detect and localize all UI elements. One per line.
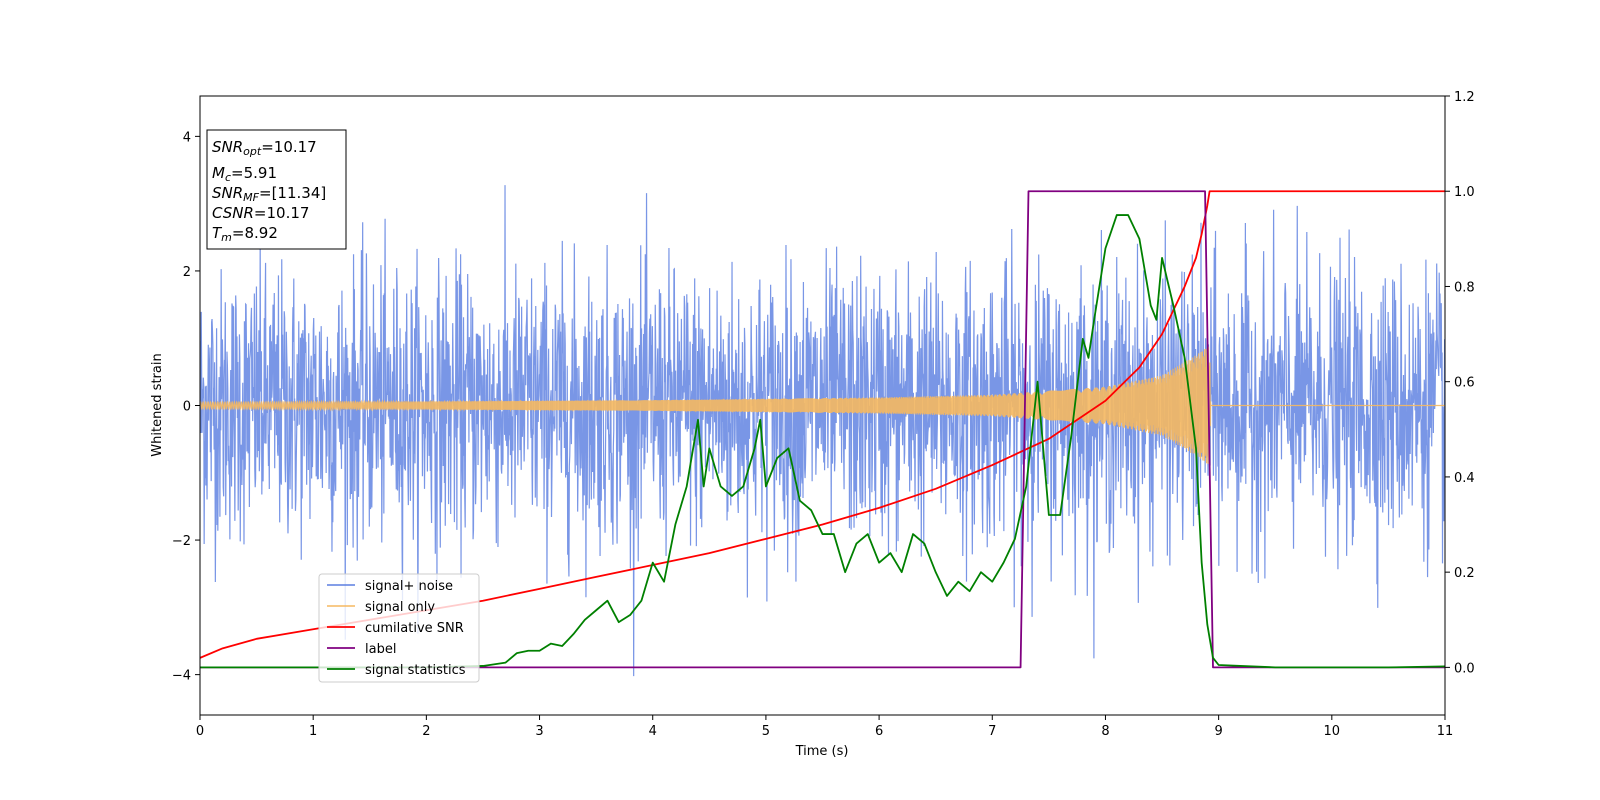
y2-tick-label: 1.2: [1454, 90, 1475, 105]
legend-label-cumulative-snr: cumilative SNR: [365, 621, 464, 636]
y2-tick-label: 0.2: [1454, 566, 1475, 581]
y2-tick-label: 0.8: [1454, 280, 1475, 295]
x-tick-label: 0: [196, 724, 204, 739]
legend-entry-signal-statistics: signal statistics: [327, 663, 466, 678]
series-signal-statistics: [200, 214, 1445, 669]
legend-label-signal-only: signal only: [365, 600, 435, 615]
annotation-box: SNRopt=10.17 Mc=5.91 SNRMF=[11.34] CSNR=…: [206, 129, 347, 250]
x-tick-label: 10: [1324, 724, 1341, 739]
y2-tick-label: 0.0: [1454, 661, 1475, 676]
legend-entry-cumulative-snr: cumilative SNR: [327, 621, 464, 636]
x-tick-label: 5: [762, 724, 770, 739]
x-tick-label: 8: [1101, 724, 1109, 739]
x-tick-label: 11: [1437, 724, 1454, 739]
annotation-csnr: CSNR=10.17: [212, 204, 309, 222]
legend-entry-signal-only: signal only: [327, 600, 435, 615]
legend-label-signal-statistics: signal statistics: [365, 663, 466, 678]
y-tick-label: 2: [183, 265, 191, 280]
legend-entry-signal-noise: signal+ noise: [327, 579, 453, 594]
x-axis-label: Time (s): [795, 744, 849, 759]
y-tick-label: 0: [183, 400, 191, 415]
y-axis-label: Whitened strain: [150, 353, 165, 456]
x-tick-label: 4: [649, 724, 657, 739]
x-tick-label: 9: [1214, 724, 1222, 739]
annotation-tm: Tm=8.92: [212, 224, 278, 244]
x-tick-label: 2: [422, 724, 430, 739]
y-tick-label: −4: [172, 669, 191, 684]
annotation-snr-mf: SNRMF=[11.34]: [212, 184, 326, 204]
legend-frame: [318, 573, 480, 683]
series-label: [200, 190, 1445, 669]
x-axis-ticks: 0 1 2 3 4 5 6 7 8 9 10 11: [196, 715, 1453, 739]
legend-entry-label: label: [327, 642, 396, 657]
legend: signal+ noise signal only cumilative SNR…: [318, 573, 480, 683]
x-tick-label: 1: [309, 724, 317, 739]
legend-label-signal-noise: signal+ noise: [365, 579, 453, 594]
y2-tick-label: 1.0: [1454, 185, 1475, 200]
y-axis-ticks: −4 −2 0 2 4: [172, 130, 200, 684]
x-tick-label: 6: [875, 724, 883, 739]
series-signal-only: [200, 346, 1445, 464]
y-tick-label: −2: [172, 534, 191, 549]
legend-label-label: label: [365, 642, 396, 657]
annotation-snr-opt: SNRopt=10.17: [212, 138, 317, 158]
x-tick-label: 3: [535, 724, 543, 739]
x-tick-label: 7: [988, 724, 996, 739]
y2-tick-label: 0.4: [1454, 471, 1475, 486]
y-tick-label: 4: [183, 130, 191, 145]
y2-axis-ticks: 0.0 0.2 0.4 0.6 0.8 1.0 1.2: [1445, 90, 1475, 676]
y2-tick-label: 0.6: [1454, 376, 1475, 391]
annotation-mc: Mc=5.91: [212, 164, 277, 184]
